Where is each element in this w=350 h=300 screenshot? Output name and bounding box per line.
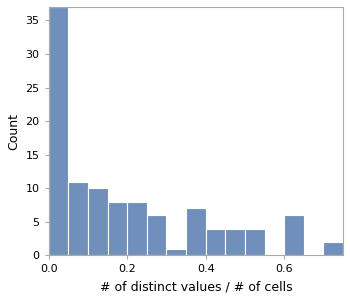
X-axis label: # of distinct values / # of cells: # of distinct values / # of cells <box>99 280 292 293</box>
Bar <box>323 242 343 256</box>
Bar <box>245 229 265 256</box>
Bar <box>225 229 245 256</box>
Bar <box>206 229 225 256</box>
Y-axis label: Count: Count <box>7 113 20 150</box>
Bar <box>68 182 88 256</box>
Bar <box>284 215 304 256</box>
Bar <box>343 242 350 256</box>
Bar <box>147 215 166 256</box>
Bar <box>127 202 147 256</box>
Bar <box>186 208 206 256</box>
Bar <box>107 202 127 256</box>
Bar <box>88 188 107 256</box>
Bar <box>166 249 186 256</box>
Bar <box>49 7 68 256</box>
